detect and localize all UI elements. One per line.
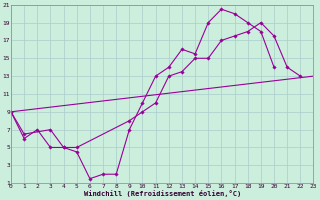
X-axis label: Windchill (Refroidissement éolien,°C): Windchill (Refroidissement éolien,°C): [84, 190, 241, 197]
